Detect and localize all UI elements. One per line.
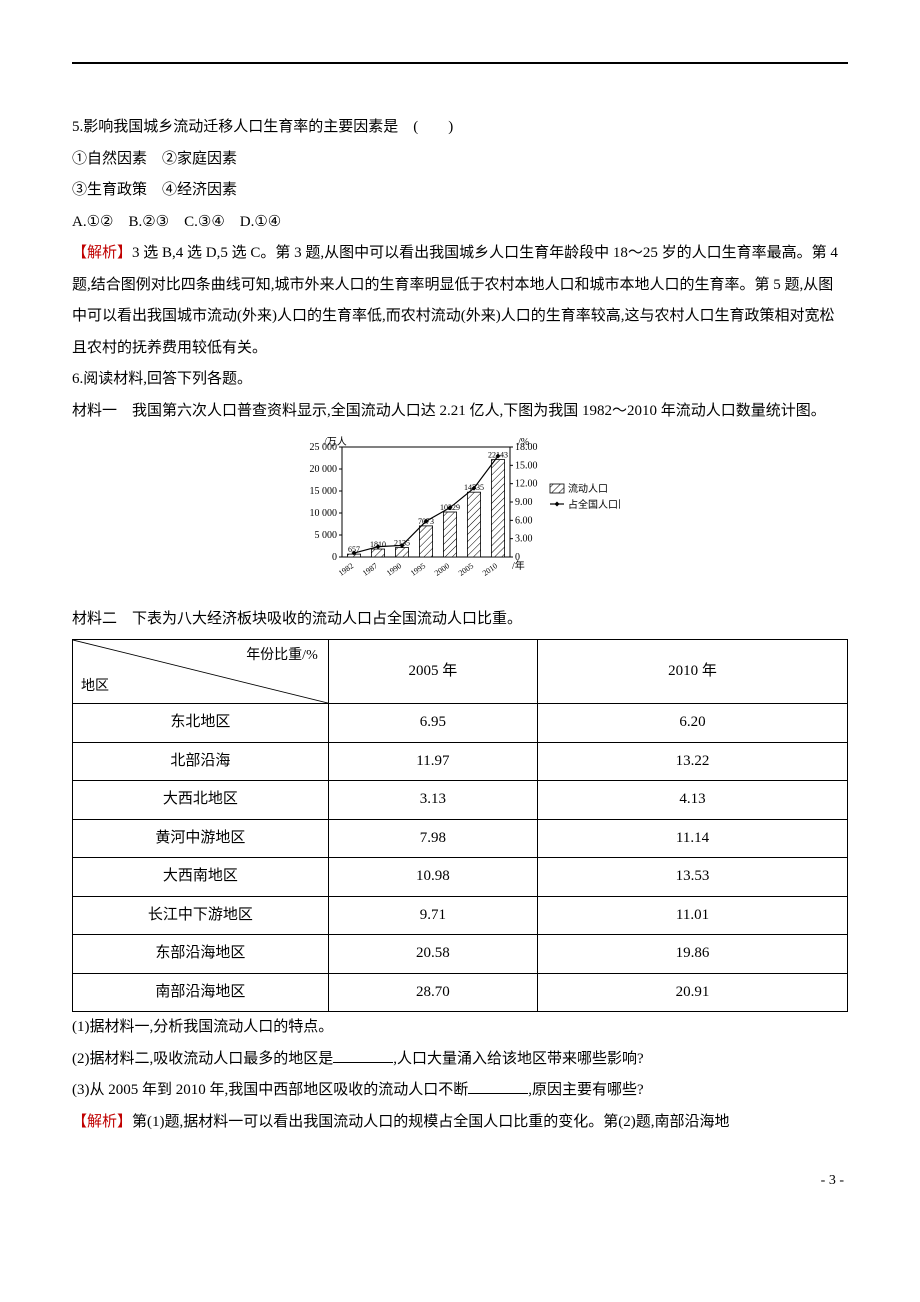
table-cell: 10.98 [328, 858, 537, 897]
diag-bot-label: 地区 [81, 675, 109, 699]
svg-text:0: 0 [332, 552, 337, 563]
table-cell: 13.53 [538, 858, 848, 897]
table-row: 大西南地区10.9813.53 [73, 858, 848, 897]
q6-sub2-a: (2)据材料二,吸收流动人口最多的地区是 [72, 1051, 333, 1067]
table-cell: 长江中下游地区 [73, 896, 329, 935]
q6-material-2: 材料二 下表为八大经济板块吸收的流动人口占全国流动人口比重。 [72, 604, 848, 636]
q5-stem: 5.影响我国城乡流动迁移人口生育率的主要因素是 ( ) [72, 112, 848, 144]
svg-text:1995: 1995 [409, 561, 427, 578]
q6-stem: 6.阅读材料,回答下列各题。 [72, 364, 848, 396]
table-cell: 4.13 [538, 781, 848, 820]
table-row: 黄河中游地区7.9811.14 [73, 819, 848, 858]
analysis-1-label: 【解析】 [72, 245, 132, 261]
svg-text:10 000: 10 000 [310, 508, 338, 519]
svg-text:20 000: 20 000 [310, 464, 338, 475]
table-header-2005: 2005 年 [328, 640, 537, 704]
table-cell: 19.86 [538, 935, 848, 974]
table-cell: 大西南地区 [73, 858, 329, 897]
table-cell: 7.98 [328, 819, 537, 858]
q6-material-1: 材料一 我国第六次人口普查资料显示,全国流动人口达 2.21 亿人,下图为我国 … [72, 396, 848, 428]
blank-1 [333, 1048, 393, 1063]
svg-text:2010: 2010 [481, 561, 499, 578]
analysis-2: 【解析】第(1)题,据材料一可以看出我国流动人口的规模占全国人口比重的变化。第(… [72, 1107, 848, 1139]
svg-text:1987: 1987 [361, 561, 379, 578]
table-row: 长江中下游地区9.7111.01 [73, 896, 848, 935]
svg-text:1982: 1982 [337, 561, 355, 578]
svg-text:/万人: /万人 [324, 436, 347, 448]
svg-text:流动人口: 流动人口 [568, 482, 608, 495]
table-cell: 11.01 [538, 896, 848, 935]
table-cell: 20.58 [328, 935, 537, 974]
q6-sub2-b: ,人口大量涌入给该地区带来哪些影响? [393, 1051, 643, 1067]
svg-text:6.00: 6.00 [515, 515, 533, 526]
q6-sub1: (1)据材料一,分析我国流动人口的特点。 [72, 1012, 848, 1044]
analysis-1-text: 3 选 B,4 选 D,5 选 C。第 3 题,从图中可以看出我国城乡人口生育年… [72, 245, 838, 356]
analysis-2-label: 【解析】 [72, 1114, 132, 1130]
q6-sub3-b: ,原因主要有哪些? [528, 1082, 643, 1098]
table-header-2010: 2010 年 [538, 640, 848, 704]
q6-sub2: (2)据材料二,吸收流动人口最多的地区是 ,人口大量涌入给该地区带来哪些影响? [72, 1044, 848, 1076]
table-cell: 9.71 [328, 896, 537, 935]
table-cell: 黄河中游地区 [73, 819, 329, 858]
table-row: 东部沿海地区20.5819.86 [73, 935, 848, 974]
table-cell: 3.13 [328, 781, 537, 820]
table-cell: 南部沿海地区 [73, 973, 329, 1012]
table-cell: 大西北地区 [73, 781, 329, 820]
q6-sub3: (3)从 2005 年到 2010 年,我国中西部地区吸收的流动人口不断 ,原因主… [72, 1075, 848, 1107]
svg-text:1990: 1990 [385, 561, 403, 578]
table-cell: 13.22 [538, 742, 848, 781]
table-row: 东北地区6.956.20 [73, 704, 848, 743]
blank-2 [468, 1079, 528, 1094]
svg-text:9.00: 9.00 [515, 497, 533, 508]
table-cell: 北部沿海 [73, 742, 329, 781]
svg-text:15.00: 15.00 [515, 460, 538, 471]
table-row: 北部沿海11.9713.22 [73, 742, 848, 781]
table-cell: 东部沿海地区 [73, 935, 329, 974]
table-row: 南部沿海地区28.7020.91 [73, 973, 848, 1012]
q6-sub3-a: (3)从 2005 年到 2010 年,我国中西部地区吸收的流动人口不断 [72, 1082, 468, 1098]
svg-text:/年: /年 [512, 559, 525, 572]
analysis-2-text: 第(1)题,据材料一可以看出我国流动人口的规模占全国人口比重的变化。第(2)题,… [132, 1114, 730, 1130]
table-cell: 28.70 [328, 973, 537, 1012]
table-row: 大西北地区3.134.13 [73, 781, 848, 820]
svg-text:5 000: 5 000 [315, 530, 338, 541]
region-table: 年份比重/% 地区 2005 年 2010 年 东北地区6.956.20北部沿海… [72, 639, 848, 1012]
page-top-rule [72, 62, 848, 64]
svg-text:2000: 2000 [433, 561, 451, 578]
table-cell: 11.97 [328, 742, 537, 781]
svg-text:12.00: 12.00 [515, 479, 538, 490]
table-cell: 11.14 [538, 819, 848, 858]
table-cell: 20.91 [538, 973, 848, 1012]
q5-choices: A.①② B.②③ C.③④ D.①④ [72, 207, 848, 239]
svg-text:/%: /% [518, 437, 529, 448]
population-chart: 05 00010 00015 00020 00025 000/万人03.006.… [300, 433, 620, 583]
page-number: - 3 - [72, 1166, 848, 1195]
svg-text:占全国人口比重: 占全国人口比重 [568, 498, 620, 511]
svg-text:15 000: 15 000 [310, 486, 338, 497]
svg-text:3.00: 3.00 [515, 534, 533, 545]
q5-opts-line1: ①自然因素 ②家庭因素 [72, 144, 848, 176]
table-cell: 6.95 [328, 704, 537, 743]
diag-top-label: 年份比重/% [246, 644, 318, 668]
table-header-diag: 年份比重/% 地区 [73, 640, 329, 704]
table-cell: 东北地区 [73, 704, 329, 743]
q5-opts-line2: ③生育政策 ④经济因素 [72, 175, 848, 207]
table-cell: 6.20 [538, 704, 848, 743]
analysis-1: 【解析】3 选 B,4 选 D,5 选 C。第 3 题,从图中可以看出我国城乡人… [72, 238, 848, 364]
svg-text:2005: 2005 [457, 561, 475, 578]
